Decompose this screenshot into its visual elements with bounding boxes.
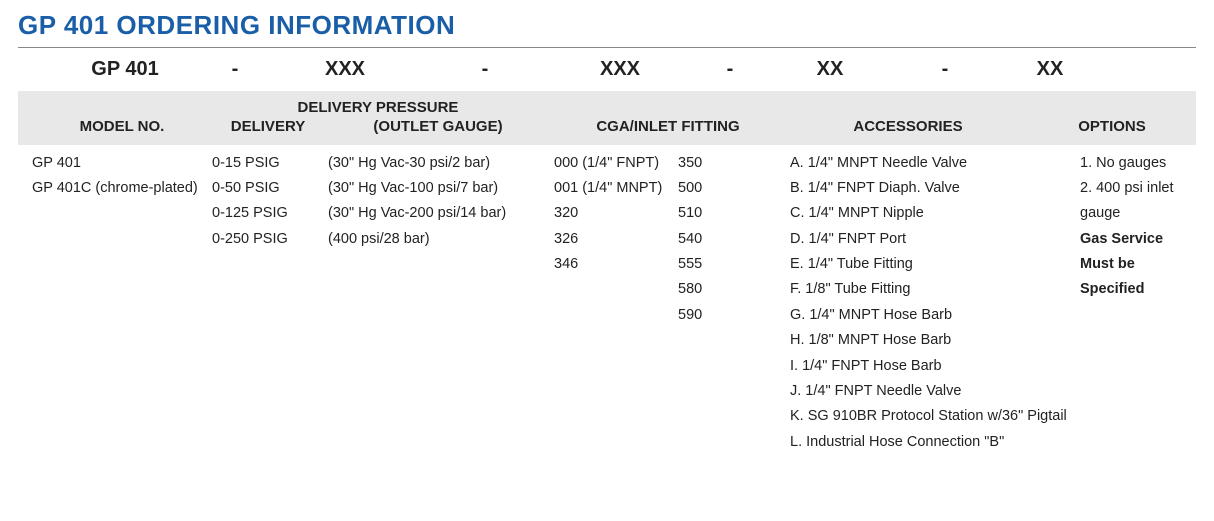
options-note: Gas Service Must be: [1080, 227, 1196, 278]
cell: 001 (1/4" MNPT): [554, 176, 678, 201]
cell: A. 1/4" MNPT Needle Valve: [790, 151, 1078, 176]
cell: 555: [678, 252, 788, 277]
header-cga: CGA/INLET FITTING: [548, 118, 788, 137]
cell: L. Industrial Hose Connection "B": [790, 430, 1078, 455]
column-headers: MODEL NO. DELIVERY PRESSURE DELIVERY (OU…: [18, 91, 1196, 145]
cell: 346: [554, 252, 678, 277]
col-cga: 000 (1/4" FNPT) 001 (1/4" MNPT) 320 326 …: [548, 151, 788, 456]
pattern-dash: -: [200, 58, 270, 81]
cell: 326: [554, 227, 678, 252]
cell: 510: [678, 201, 788, 226]
cell: F. 1/8" Tube Fitting: [790, 277, 1078, 302]
pattern-dash: -: [890, 58, 1000, 81]
pattern-dash: -: [420, 58, 550, 81]
col-outlet: (30" Hg Vac-30 psi/2 bar) (30" Hg Vac-10…: [328, 151, 548, 456]
pattern-xxx: XXX: [550, 58, 690, 81]
cell: (30" Hg Vac-200 psi/14 bar): [328, 201, 548, 226]
header-accessories: ACCESSORIES: [788, 118, 1028, 137]
cell: 590: [678, 303, 788, 328]
cell: D. 1/4" FNPT Port: [790, 227, 1078, 252]
cell: 1. No gauges: [1080, 151, 1196, 176]
data-body: GP 401 GP 401C (chrome-plated) 0-15 PSIG…: [18, 145, 1196, 456]
pattern-xx: XX: [1000, 58, 1100, 81]
header-delivery: DELIVERY: [208, 118, 328, 137]
col-model: GP 401 GP 401C (chrome-plated): [18, 151, 208, 456]
cell: K. SG 910BR Protocol Station w/36" Pigta…: [790, 404, 1078, 429]
options-note: Specified: [1080, 277, 1196, 302]
cell: 0-250 PSIG: [212, 227, 328, 252]
ordering-pattern: GP 401 - XXX - XXX - XX - XX: [18, 52, 1196, 91]
pattern-model: GP 401: [20, 58, 200, 81]
pattern-dash: -: [690, 58, 770, 81]
header-options: OPTIONS: [1028, 118, 1196, 137]
header-delivery-pressure: DELIVERY PRESSURE: [208, 99, 548, 118]
cell: 320: [554, 201, 678, 226]
cell: (30" Hg Vac-30 psi/2 bar): [328, 151, 548, 176]
cell: 2. 400 psi inlet gauge: [1080, 176, 1196, 227]
cell: G. 1/4" MNPT Hose Barb: [790, 303, 1078, 328]
cell: 0-125 PSIG: [212, 201, 328, 226]
cell: (400 psi/28 bar): [328, 227, 548, 252]
cell: 580: [678, 277, 788, 302]
cell: 000 (1/4" FNPT): [554, 151, 678, 176]
cell: 350: [678, 151, 788, 176]
page-title: GP 401 ORDERING INFORMATION: [18, 10, 1196, 48]
cell: GP 401: [32, 151, 208, 176]
col-options: 1. No gauges 2. 400 psi inlet gauge Gas …: [1078, 151, 1196, 456]
cell: 0-15 PSIG: [212, 151, 328, 176]
cell: (30" Hg Vac-100 psi/7 bar): [328, 176, 548, 201]
col-delivery: 0-15 PSIG 0-50 PSIG 0-125 PSIG 0-250 PSI…: [208, 151, 328, 456]
cell: B. 1/4" FNPT Diaph. Valve: [790, 176, 1078, 201]
cell: 0-50 PSIG: [212, 176, 328, 201]
header-model: MODEL NO.: [18, 118, 208, 137]
cell: E. 1/4" Tube Fitting: [790, 252, 1078, 277]
pattern-xxx: XXX: [270, 58, 420, 81]
cell: I. 1/4" FNPT Hose Barb: [790, 354, 1078, 379]
col-accessories: A. 1/4" MNPT Needle Valve B. 1/4" FNPT D…: [788, 151, 1078, 456]
cell: 500: [678, 176, 788, 201]
pattern-xx: XX: [770, 58, 890, 81]
cell: J. 1/4" FNPT Needle Valve: [790, 379, 1078, 404]
header-outlet-gauge: (OUTLET GAUGE): [328, 118, 548, 137]
cell: GP 401C (chrome-plated): [32, 176, 208, 201]
cell: 540: [678, 227, 788, 252]
cell: C. 1/4" MNPT Nipple: [790, 201, 1078, 226]
cell: H. 1/8" MNPT Hose Barb: [790, 328, 1078, 353]
